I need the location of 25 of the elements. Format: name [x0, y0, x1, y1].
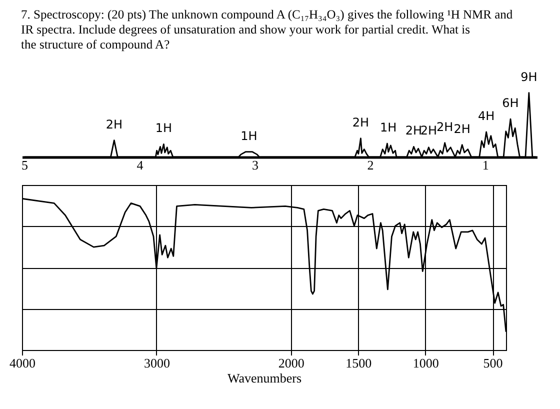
annotation: 4H	[478, 108, 495, 123]
x-tick-label: 2000	[278, 356, 304, 370]
annotation: 2H	[352, 115, 370, 130]
x-tick-label: 2	[367, 158, 374, 172]
x-tick-label: 1000	[412, 356, 439, 370]
annotation: 1H	[380, 120, 397, 135]
annotation: 2H	[436, 120, 454, 134]
x-tick-label: 5	[22, 158, 28, 172]
x-tick-label: 3000	[144, 356, 170, 370]
x-axis-title: Wavenumbers	[227, 370, 302, 386]
annotation: 2H	[454, 122, 470, 136]
chart-title: 7. Spectroscopy: (20 pts) The unknown compound A (C₁₇H₃₄O₃) gives the following ¹H NMR and IR spectra. Include degrees of unsaturation and show your work for partial credit. What is the structure of compound A?	[21, 7, 514, 52]
x-tick-label: 1500	[346, 356, 372, 370]
x-tick-label: 1	[482, 158, 489, 172]
x-tick-label: 3	[252, 158, 258, 172]
x-tick-label: 4000	[10, 356, 36, 370]
x-tick-label: 500	[483, 356, 503, 370]
x-tick-label: 4	[136, 158, 144, 172]
annotation: 1H	[240, 128, 258, 143]
annotation: 1H	[155, 121, 172, 136]
annotation: 2H	[106, 117, 123, 132]
annotation: 6H	[502, 96, 519, 110]
annotation: 2H	[405, 124, 422, 138]
annotation: 9H	[520, 70, 538, 84]
annotation: 2H	[420, 124, 438, 138]
